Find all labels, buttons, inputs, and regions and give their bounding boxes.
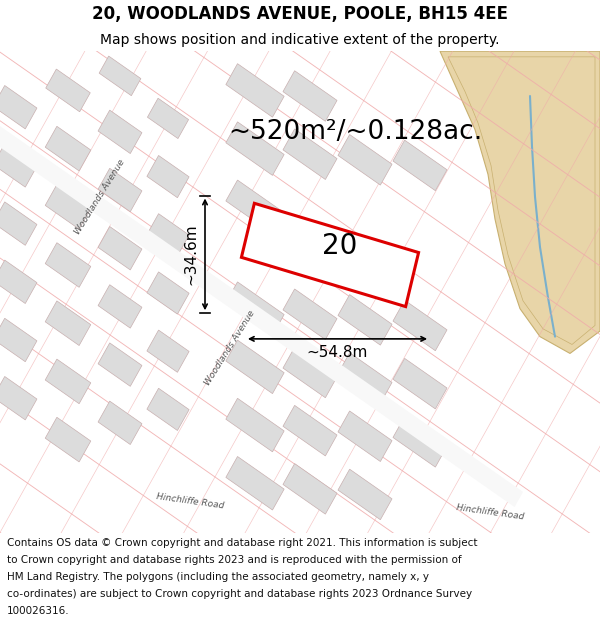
Polygon shape: [98, 226, 142, 270]
Polygon shape: [0, 260, 37, 304]
Text: HM Land Registry. The polygons (including the associated geometry, namely x, y: HM Land Registry. The polygons (includin…: [7, 572, 429, 582]
Polygon shape: [226, 340, 284, 394]
Polygon shape: [393, 358, 447, 409]
Text: ~34.6m: ~34.6m: [184, 224, 199, 285]
Polygon shape: [0, 86, 37, 129]
Polygon shape: [98, 401, 142, 444]
Polygon shape: [45, 126, 91, 171]
Polygon shape: [98, 110, 142, 154]
Text: Woodlands Avenue: Woodlands Avenue: [73, 158, 127, 236]
Polygon shape: [226, 282, 284, 336]
Polygon shape: [338, 352, 392, 403]
Text: ~520m²/~0.128ac.: ~520m²/~0.128ac.: [228, 119, 482, 145]
Text: Hinchliffe Road: Hinchliffe Road: [155, 492, 224, 511]
Polygon shape: [0, 77, 523, 507]
Polygon shape: [226, 122, 284, 176]
Text: ~54.8m: ~54.8m: [307, 345, 368, 360]
Polygon shape: [98, 343, 142, 386]
Text: 20, WOODLANDS AVENUE, POOLE, BH15 4EE: 20, WOODLANDS AVENUE, POOLE, BH15 4EE: [92, 6, 508, 23]
Polygon shape: [338, 134, 392, 185]
Text: Woodlands Avenue: Woodlands Avenue: [203, 309, 257, 387]
Polygon shape: [283, 71, 337, 121]
Polygon shape: [147, 330, 189, 372]
Polygon shape: [0, 318, 37, 362]
Polygon shape: [45, 184, 91, 229]
Polygon shape: [226, 64, 284, 117]
Polygon shape: [393, 140, 447, 191]
Polygon shape: [147, 156, 189, 198]
Polygon shape: [45, 301, 91, 346]
Polygon shape: [283, 129, 337, 179]
Polygon shape: [226, 456, 284, 510]
Text: 20: 20: [322, 232, 358, 260]
Polygon shape: [99, 56, 141, 96]
Polygon shape: [283, 406, 337, 456]
Polygon shape: [45, 359, 91, 404]
Polygon shape: [283, 464, 337, 514]
Polygon shape: [45, 418, 91, 462]
Polygon shape: [338, 411, 392, 461]
Polygon shape: [147, 272, 189, 314]
Text: 100026316.: 100026316.: [7, 606, 70, 616]
Polygon shape: [393, 417, 447, 467]
Polygon shape: [0, 144, 37, 187]
Polygon shape: [46, 69, 90, 112]
Polygon shape: [283, 289, 337, 339]
Polygon shape: [226, 398, 284, 452]
Polygon shape: [338, 294, 392, 345]
Text: Map shows position and indicative extent of the property.: Map shows position and indicative extent…: [100, 33, 500, 47]
Polygon shape: [45, 242, 91, 288]
Polygon shape: [338, 469, 392, 520]
Polygon shape: [393, 300, 447, 351]
Polygon shape: [147, 388, 189, 431]
Polygon shape: [440, 51, 600, 353]
Polygon shape: [147, 214, 189, 256]
Text: to Crown copyright and database rights 2023 and is reproduced with the permissio: to Crown copyright and database rights 2…: [7, 555, 462, 565]
Polygon shape: [0, 376, 37, 420]
Polygon shape: [0, 202, 37, 246]
Polygon shape: [98, 285, 142, 328]
Polygon shape: [283, 348, 337, 398]
Text: Contains OS data © Crown copyright and database right 2021. This information is : Contains OS data © Crown copyright and d…: [7, 538, 478, 548]
Polygon shape: [98, 168, 142, 212]
Text: Hinchliffe Road: Hinchliffe Road: [455, 503, 524, 522]
Text: co-ordinates) are subject to Crown copyright and database rights 2023 Ordnance S: co-ordinates) are subject to Crown copyr…: [7, 589, 472, 599]
Polygon shape: [148, 98, 188, 139]
Polygon shape: [241, 203, 419, 307]
Polygon shape: [226, 180, 284, 234]
